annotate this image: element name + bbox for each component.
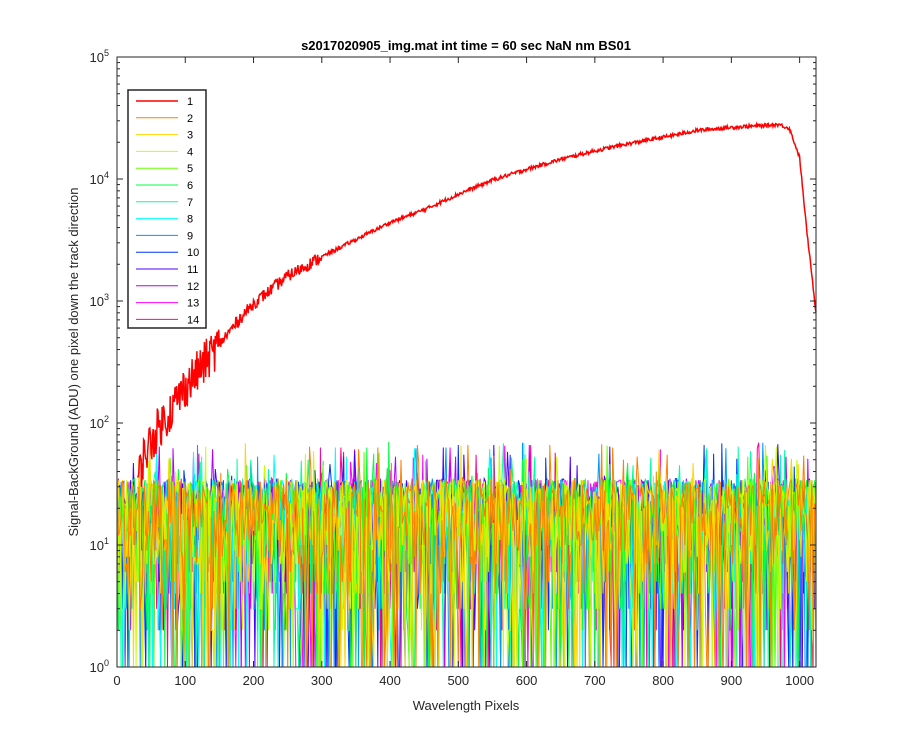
x-tick-label: 400	[379, 673, 401, 688]
legend-label-3: 3	[187, 130, 193, 142]
legend-label-9: 9	[187, 230, 193, 242]
x-tick-label: 500	[447, 673, 469, 688]
tick-layer: 0 100 200 300 400 500 600 700 800 900 100010010110…	[90, 48, 816, 688]
legend-label-10: 10	[187, 247, 199, 259]
legend-label-6: 6	[187, 180, 193, 192]
y-tick-label: 104	[90, 170, 109, 187]
legend-label-1: 1	[187, 96, 193, 108]
series-layer	[116, 121, 817, 668]
x-axis-label: Wavelength Pixels	[413, 698, 520, 713]
y-tick-label: 101	[90, 536, 109, 553]
x-tick-label: 900	[721, 673, 743, 688]
x-tick-label: 800	[652, 673, 674, 688]
legend-label-13: 13	[187, 298, 199, 310]
legend-label-7: 7	[187, 197, 193, 209]
legend-label-8: 8	[187, 214, 193, 226]
y-tick-label: 100	[90, 658, 109, 675]
legend-label-11: 11	[187, 264, 198, 276]
legend-label-2: 2	[187, 113, 193, 125]
y-tick-label: 105	[90, 48, 109, 65]
chart-title: s2017020905_img.mat int time = 60 sec Na…	[301, 38, 631, 53]
legend-label-5: 5	[187, 163, 193, 175]
axes-box	[116, 56, 817, 668]
legend-label-14: 14	[187, 314, 199, 326]
x-tick-label: 0	[113, 673, 120, 688]
x-tick-label: 100	[174, 673, 196, 688]
x-tick-label: 1000	[785, 673, 814, 688]
x-tick-label: 600	[516, 673, 538, 688]
series-1-line	[136, 121, 817, 487]
legend-label-4: 4	[187, 146, 193, 158]
y-tick-label: 103	[90, 292, 109, 309]
y-tick-label: 102	[90, 414, 109, 431]
legend-label-12: 12	[187, 281, 199, 293]
y-axis-label: Signal-BackGround (ADU) one pixel down t…	[66, 187, 81, 536]
legend-box	[127, 89, 207, 329]
x-tick-label: 200	[243, 673, 265, 688]
x-tick-label: 300	[311, 673, 333, 688]
x-tick-label: 700	[584, 673, 606, 688]
series-2-line	[116, 444, 817, 668]
